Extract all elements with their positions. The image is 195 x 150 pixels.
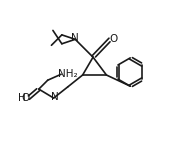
Text: O: O <box>21 93 29 103</box>
Text: N: N <box>51 92 59 102</box>
Text: NH₂: NH₂ <box>58 69 77 78</box>
Text: H: H <box>18 93 26 103</box>
Text: N: N <box>71 33 78 43</box>
Text: O: O <box>110 34 118 44</box>
